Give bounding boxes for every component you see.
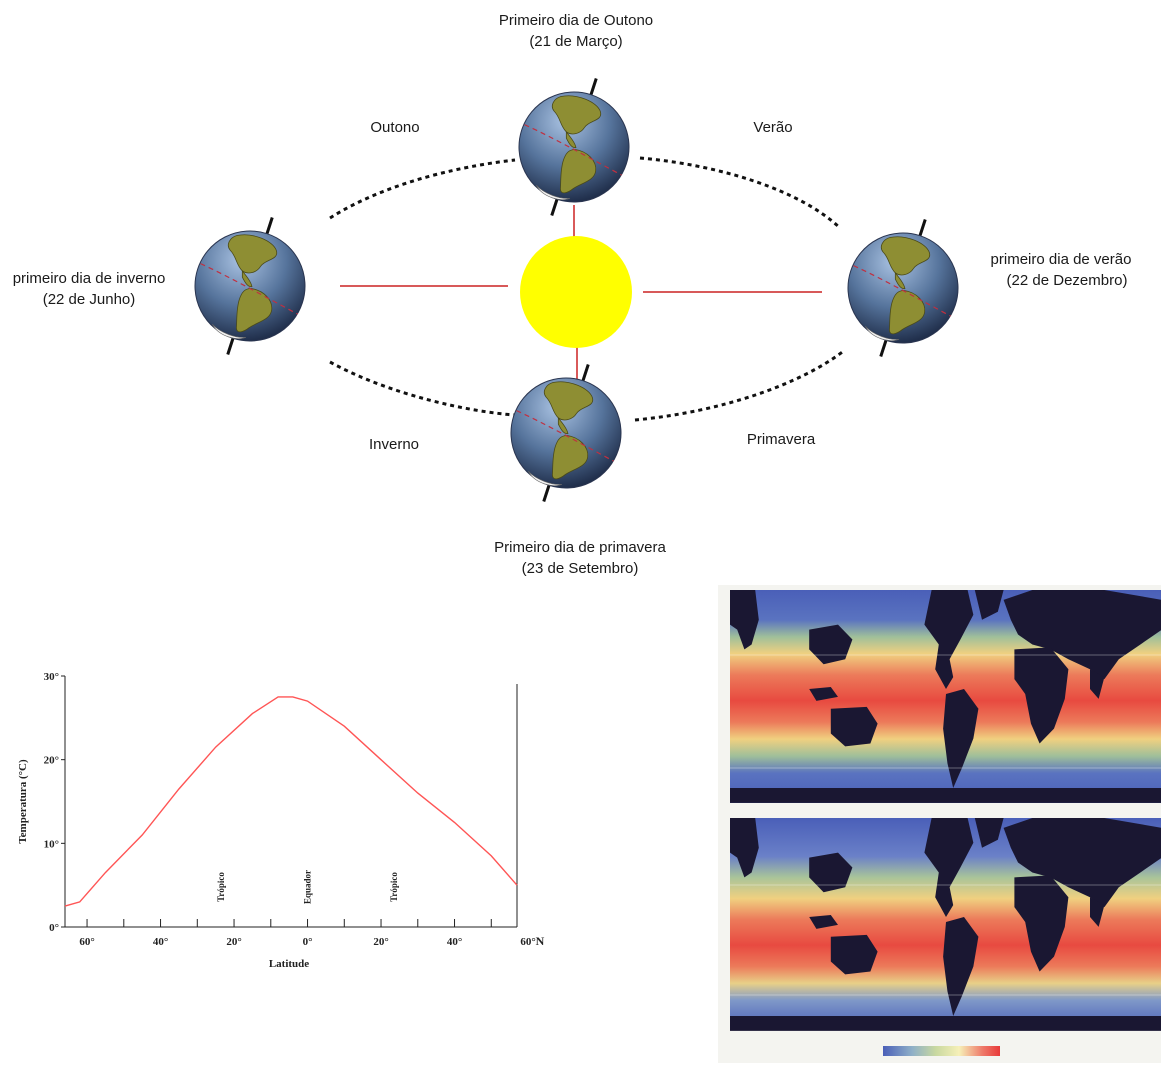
chart-marker-label: Trópico <box>389 872 399 902</box>
chart-series-line <box>64 696 518 907</box>
label-position-right-line1: primeiro dia de verão <box>990 251 1132 268</box>
label-season-inverno: Inverno <box>368 436 420 453</box>
sst-color-scale <box>883 1046 1000 1056</box>
chart-y-tick-label: 0° <box>49 922 59 934</box>
sun <box>520 236 632 348</box>
label-position-right: primeiro dia de verão (22 de Dezembro) <box>972 249 1150 291</box>
chart-x-unit-label: N <box>536 934 545 948</box>
sun-rays <box>340 205 822 382</box>
earth-globe-left <box>180 216 320 356</box>
chart-marker-label: Equador <box>303 870 313 904</box>
sst-map-top <box>730 590 1161 803</box>
chart-y-tick-label: 20° <box>44 755 59 767</box>
label-season-verao: Verão <box>753 119 793 136</box>
chart-x-tick-label: 60° <box>79 936 94 948</box>
chart-x-tick-label: 40° <box>447 936 462 948</box>
label-season-outono: Outono <box>370 119 420 136</box>
chart-y-tick-label: 30° <box>44 671 59 683</box>
chart-x-tick-label: 40° <box>153 936 168 948</box>
orbit-path <box>329 156 846 422</box>
chart-marker-label: Trópico <box>216 872 226 902</box>
chart-y-axis-title: Temperatura (°C) <box>17 759 29 844</box>
chart-y-tick-label: 10° <box>44 838 59 850</box>
label-position-bottom-line1: Primeiro dia de primavera <box>494 539 666 556</box>
label-position-top-line1: Primeiro dia de Outono <box>498 12 654 29</box>
chart-x-tick-label: 60° <box>520 936 535 948</box>
chart-x-axis-title: Latitude <box>269 958 309 970</box>
label-position-top: Primeiro dia de Outono (21 de Março) <box>476 10 676 52</box>
sst-map-bottom <box>730 818 1161 1031</box>
label-position-left: primeiro dia de inverno (22 de Junho) <box>0 268 178 310</box>
label-position-left-line1: primeiro dia de inverno <box>12 270 166 287</box>
chart-x-tick-label: 20° <box>373 936 388 948</box>
earth-globe-bottom <box>496 363 636 503</box>
label-position-bottom-line2: (23 de Setembro) <box>521 560 639 577</box>
label-position-bottom: Primeiro dia de primavera (23 de Setembr… <box>470 537 690 579</box>
earth-globe-right <box>833 218 973 358</box>
earth-globe-top <box>504 77 644 217</box>
label-position-right-line2: (22 de Dezembro) <box>1006 272 1128 289</box>
chart-x-tick-label: 20° <box>226 936 241 948</box>
label-position-top-line2: (21 de Março) <box>529 33 623 50</box>
label-season-primavera: Primavera <box>746 431 816 448</box>
label-position-left-line2: (22 de Junho) <box>42 291 136 308</box>
chart-x-tick-label: 0° <box>303 936 313 948</box>
